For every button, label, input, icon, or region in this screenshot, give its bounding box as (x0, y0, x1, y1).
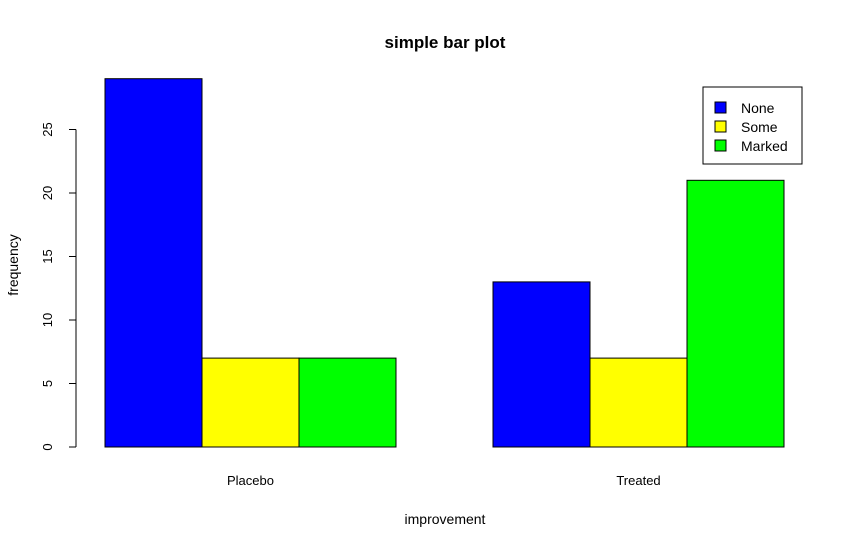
y-tick-label: 10 (40, 313, 55, 327)
y-tick-label: 15 (40, 249, 55, 263)
legend-label-none: None (741, 100, 775, 116)
y-tick-label: 20 (40, 186, 55, 200)
bar-treated-none (492, 281, 591, 448)
legend-swatch-marked (714, 139, 727, 152)
y-tick-label: 5 (40, 380, 55, 387)
y-axis: 0 5 10 15 20 25 (40, 122, 77, 451)
legend-label-some: Some (741, 119, 778, 135)
bar-placebo-none (104, 78, 203, 448)
x-tick-label-placebo: Placebo (227, 473, 274, 488)
legend-swatch-none (714, 101, 727, 114)
legend-label-marked: Marked (741, 138, 788, 154)
bar-treated-some (589, 357, 688, 448)
y-tick-label: 0 (40, 443, 55, 450)
legend-swatch-some (714, 120, 727, 133)
y-axis-label: frequency (5, 234, 21, 295)
x-tick-label-treated: Treated (616, 473, 660, 488)
legend: None Some Marked (702, 86, 803, 165)
y-tick-label: 25 (40, 122, 55, 136)
bar-treated-marked (686, 179, 785, 448)
bar-placebo-some (201, 357, 300, 448)
x-axis-label: improvement (405, 511, 486, 527)
bar-placebo-marked (298, 357, 397, 448)
bars-group (104, 78, 785, 448)
x-axis-tick-labels: Placebo Treated (227, 473, 661, 488)
chart-title: simple bar plot (385, 33, 506, 52)
